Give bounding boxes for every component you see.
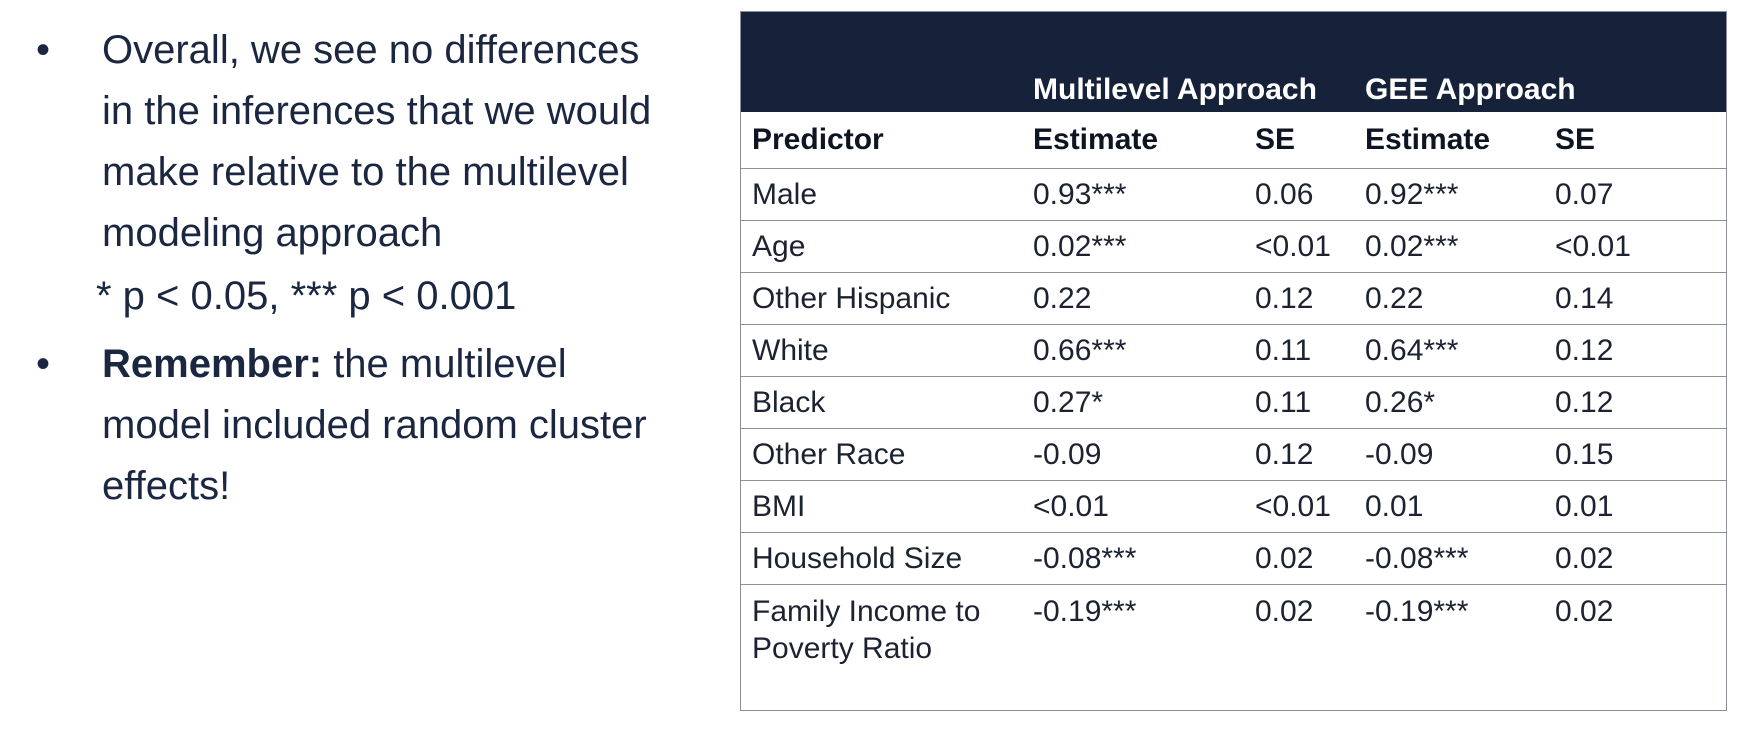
cell-predictor: Male [741, 168, 1022, 221]
cell-gee-se: 0.12 [1544, 324, 1726, 377]
cell-ml-se: 0.11 [1244, 376, 1354, 429]
cell-gee-estimate: 0.92*** [1354, 168, 1544, 221]
cell-gee-estimate: -0.08*** [1354, 532, 1544, 585]
group-header-blank [741, 12, 1022, 112]
table-row: Age 0.02*** <0.01 0.02*** <0.01 [741, 220, 1726, 273]
table-row: BMI <0.01 <0.01 0.01 0.01 [741, 480, 1726, 533]
group-header-multilevel: Multilevel Approach [1022, 12, 1354, 112]
cell-predictor: Black [741, 376, 1022, 429]
bullet-list: • Overall, we see no differences in the … [26, 20, 676, 517]
remember-label: Remember: [102, 342, 323, 386]
results-table: Multilevel Approach GEE Approach Predict… [741, 12, 1726, 691]
group-header-gee: GEE Approach [1354, 12, 1726, 112]
cell-ml-estimate: 0.02*** [1022, 220, 1244, 273]
table-row: Other Hispanic 0.22 0.12 0.22 0.14 [741, 272, 1726, 325]
bullet-overall-text: Overall, we see no differences in the in… [102, 28, 652, 255]
cell-predictor: Household Size [741, 532, 1022, 585]
cell-ml-estimate: -0.08*** [1022, 532, 1244, 585]
col-header-predictor: Predictor [752, 123, 884, 156]
col-header-ml-se: SE [1255, 123, 1296, 156]
cell-gee-estimate: -0.09 [1354, 428, 1544, 481]
cell-ml-se: 0.12 [1244, 428, 1354, 481]
cell-ml-se: 0.11 [1244, 324, 1354, 377]
cell-gee-estimate: 0.26* [1354, 376, 1544, 429]
cell-gee-estimate: 0.64*** [1354, 324, 1544, 377]
bullet-marker: • [36, 342, 51, 386]
cell-gee-se: <0.01 [1544, 220, 1726, 273]
cell-predictor: White [741, 324, 1022, 377]
table-row: Male 0.93*** 0.06 0.92*** 0.07 [741, 168, 1726, 221]
cell-gee-se: 0.15 [1544, 428, 1726, 481]
col-header-gee-se: SE [1555, 123, 1596, 156]
cell-ml-se: <0.01 [1244, 220, 1354, 273]
col-header-gee-estimate: Estimate [1365, 123, 1491, 156]
cell-gee-estimate: 0.02*** [1354, 220, 1544, 273]
cell-gee-estimate: -0.19*** [1354, 584, 1544, 691]
table-row: Black 0.27* 0.11 0.26* 0.12 [741, 376, 1726, 429]
cell-ml-estimate: <0.01 [1022, 480, 1244, 533]
cell-gee-se: 0.02 [1544, 584, 1726, 691]
cell-ml-estimate: 0.93*** [1022, 168, 1244, 221]
cell-predictor: Age [741, 220, 1022, 273]
column-header-row: Predictor Estimate SE Estimate SE [741, 112, 1726, 169]
cell-predictor: Family Income to Poverty Ratio [741, 584, 1022, 691]
cell-ml-se: 0.12 [1244, 272, 1354, 325]
cell-ml-estimate: -0.19*** [1022, 584, 1244, 691]
cell-predictor: Other Race [741, 428, 1022, 481]
bullet-marker: • [36, 28, 51, 72]
cell-gee-se: 0.12 [1544, 376, 1726, 429]
cell-ml-estimate: 0.66*** [1022, 324, 1244, 377]
cell-ml-se: 0.02 [1244, 532, 1354, 585]
cell-ml-estimate: -0.09 [1022, 428, 1244, 481]
table-row: Household Size -0.08*** 0.02 -0.08*** 0.… [741, 532, 1726, 585]
significance-note: * p < 0.05, *** p < 0.001 [96, 274, 517, 318]
group-header-row: Multilevel Approach GEE Approach [741, 12, 1726, 112]
cell-gee-estimate: 0.01 [1354, 480, 1544, 533]
cell-gee-se: 0.02 [1544, 532, 1726, 585]
results-table-container: Multilevel Approach GEE Approach Predict… [740, 11, 1727, 711]
cell-predictor: BMI [741, 480, 1022, 533]
cell-ml-se: 0.02 [1244, 584, 1354, 691]
remember-text: the multilevel model included random clu… [102, 342, 647, 508]
bullet-overall: • Overall, we see no differences in the … [26, 20, 676, 264]
cell-predictor: Other Hispanic [741, 272, 1022, 325]
cell-ml-se: <0.01 [1244, 480, 1354, 533]
table-row: White 0.66*** 0.11 0.64*** 0.12 [741, 324, 1726, 377]
cell-gee-se: 0.07 [1544, 168, 1726, 221]
table-row: Other Race -0.09 0.12 -0.09 0.15 [741, 428, 1726, 481]
cell-ml-estimate: 0.22 [1022, 272, 1244, 325]
cell-ml-se: 0.06 [1244, 168, 1354, 221]
cell-gee-estimate: 0.22 [1354, 272, 1544, 325]
cell-ml-estimate: 0.27* [1022, 376, 1244, 429]
bullet-remember: • Remember: the multilevel model include… [26, 334, 676, 517]
col-header-ml-estimate: Estimate [1033, 123, 1159, 156]
cell-gee-se: 0.14 [1544, 272, 1726, 325]
cell-gee-se: 0.01 [1544, 480, 1726, 533]
table-row: Family Income to Poverty Ratio -0.19*** … [741, 584, 1726, 691]
